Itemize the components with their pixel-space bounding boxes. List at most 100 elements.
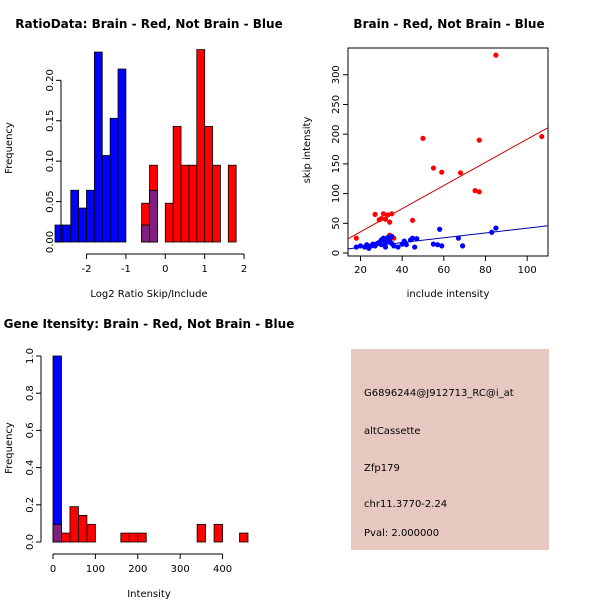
intensity-bar-brain-80 [86, 523, 96, 543]
ratio-bar-not-brain--1.4 [109, 117, 119, 243]
scatter-point-not-brain-27 [412, 244, 418, 250]
scatter-point-brain-3 [378, 215, 384, 222]
scatter-panel: Brain - Red, Not Brain - Blue 0 50 100 150 2… [302, 17, 549, 300]
scatter-fit-brain [347, 127, 549, 240]
scatter-point-not-brain-34 [459, 243, 466, 249]
ratio-y-tick-label: 0.20 [45, 69, 56, 91]
intensity-x-tick-label: 300 [171, 564, 190, 575]
scatter-point-brain-4 [380, 211, 387, 217]
scatter-point-not-brain-30 [434, 242, 441, 248]
scatter-point-brain-12 [420, 135, 426, 141]
ratio-bar-brain-0 [164, 202, 174, 243]
scatter-point-brain-6 [384, 212, 391, 218]
scatter-point-not-brain-32 [439, 243, 445, 249]
ratio-bar-not-brain--1.6 [101, 155, 111, 243]
intensity-histogram-panel: Gene Itensity: Brain - Red, Not Brain - … [4, 317, 295, 600]
ratio-bar-not-brain--2.8 [54, 224, 64, 243]
scatter-point-not-brain-31 [437, 226, 443, 232]
scatter-point-brain-5 [382, 216, 389, 222]
scatter-points [353, 52, 545, 251]
scatter-point-not-brain-19 [389, 233, 395, 239]
intensity-bar-brain-40 [69, 506, 79, 543]
intensity-bar-not-brain-0 [52, 355, 62, 543]
intensity-bar-brain-160 [120, 532, 130, 543]
scatter-point-not-brain-36 [493, 225, 499, 231]
scatter-point-not-brain-1 [357, 243, 364, 249]
intensity-histogram-title: Gene Itensity: Brain - Red, Not Brain - … [4, 317, 295, 331]
ratio-x-tick-label: 0 [162, 264, 168, 275]
scatter-point-not-brain-24 [403, 242, 409, 248]
scatter-point-not-brain-12 [380, 235, 387, 241]
scatter-x-tick-label: 40 [396, 265, 409, 276]
gene-info-panel: G6896244@J912713_RC@i_at altCassette Zfp… [351, 349, 549, 550]
scatter-point-brain-8 [389, 211, 395, 217]
scatter-point-brain-1 [372, 211, 378, 217]
scatter-point-not-brain-21 [395, 244, 401, 250]
scatter-y-tick-label: 150 [331, 154, 342, 173]
scatter-title: Brain - Red, Not Brain - Blue [353, 17, 544, 31]
ratio-bar-not-brain--2.2 [78, 207, 87, 243]
intensity-bar-brain-200 [137, 532, 147, 543]
ratio-histogram-title: RatioData: Brain - Red, Not Brain - Blue [15, 17, 282, 31]
intensity-y-tick-label: 0.2 [25, 497, 36, 513]
ratio-histogram-bars [54, 49, 237, 243]
ratio-bar-brain-1.2 [212, 164, 221, 243]
probe-id: G6896244@J912713_RC@i_at [364, 388, 514, 399]
ratio-y-label: Frequency [4, 122, 15, 174]
scatter-point-not-brain-0 [353, 244, 359, 250]
ratio-histogram-panel: RatioData: Brain - Red, Not Brain - Blue… [4, 17, 283, 300]
scatter-x-ticks: 20 40 60 80 100 [354, 256, 537, 276]
intensity-y-tick-label: 1.0 [25, 348, 36, 364]
scatter-point-brain-15 [457, 170, 464, 176]
intensity-x-tick-label: 100 [86, 564, 105, 575]
ratio-bar-overlap--0.4 [149, 189, 158, 243]
intensity-x-label: Intensity [127, 589, 171, 600]
ratio-bar-brain-1 [204, 126, 213, 243]
scatter-x-tick-label: 80 [479, 265, 492, 276]
intensity-bar-brain-340 [196, 523, 207, 543]
scatter-point-brain-13 [430, 165, 437, 171]
scatter-y-tick-label: 50 [331, 217, 342, 230]
intensity-x-tick-label: 400 [213, 564, 232, 575]
scatter-point-not-brain-28 [414, 236, 420, 242]
genomic-location: chr11.3770-2.24 [364, 499, 447, 510]
scatter-point-brain-16 [472, 188, 478, 194]
scatter-y-tick-label: 0 [331, 250, 342, 256]
p-value: Pval: 2.000000 [364, 528, 439, 539]
scatter-y-label: skip intensity [302, 117, 313, 184]
ratio-y-tick-label: 0.00 [45, 231, 56, 253]
ratio-bar-not-brain--2.4 [70, 189, 80, 243]
intensity-bar-brain-60 [78, 515, 88, 543]
scatter-y-tick-label: 100 [331, 184, 342, 203]
intensity-y-label: Frequency [4, 422, 15, 474]
ratio-x-tick-label: -1 [121, 264, 131, 275]
intensity-y-tick-label: 0.8 [25, 385, 36, 401]
ratio-bar-overlap--0.6 [141, 224, 150, 243]
ratio-y-tick-label: 0.10 [45, 150, 56, 172]
scatter-point-not-brain-11 [378, 242, 384, 248]
gene-symbol: Zfp179 [364, 463, 400, 474]
scatter-point-brain-14 [439, 169, 445, 175]
ratio-bar-brain-0.4 [180, 164, 190, 243]
intensity-bar-overlap-0 [52, 523, 62, 543]
ratio-bar-brain-1.6 [227, 164, 237, 243]
ratio-bar-not-brain--2 [86, 189, 95, 243]
scatter-point-not-brain-14 [382, 244, 389, 250]
ratio-y-tick-label: 0.15 [45, 110, 56, 132]
intensity-y-tick-label: 0.0 [25, 534, 36, 550]
ratio-x-tick-label: -2 [82, 264, 92, 275]
scatter-y-tick-label: 300 [331, 65, 342, 84]
ratio-y-ticks: 0.00 0.05 0.10 0.15 0.20 [45, 69, 61, 253]
intensity-bar-brain-440 [239, 532, 249, 543]
intensity-y-tick-label: 0.6 [25, 422, 36, 438]
event-type: altCassette [364, 426, 421, 437]
scatter-x-tick-label: 20 [354, 265, 367, 276]
scatter-point-brain-18 [476, 137, 482, 143]
ratio-bar-brain-0.6 [188, 164, 198, 243]
scatter-point-brain-17 [476, 189, 482, 195]
scatter-point-brain-0 [353, 235, 359, 241]
intensity-histogram-bars [52, 355, 249, 543]
scatter-x-tick-label: 100 [518, 265, 537, 276]
ratio-x-tick-label: 1 [201, 264, 207, 275]
scatter-point-not-brain-35 [489, 229, 495, 235]
